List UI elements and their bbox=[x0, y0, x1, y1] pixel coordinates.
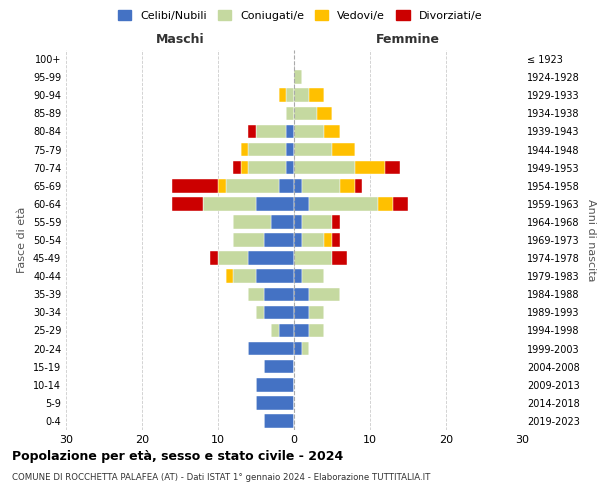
Bar bbox=[248, 142, 286, 156]
Bar bbox=[256, 270, 294, 283]
Bar bbox=[294, 124, 325, 138]
Bar bbox=[248, 342, 294, 355]
Bar bbox=[263, 360, 294, 374]
Bar bbox=[340, 179, 355, 192]
Bar bbox=[309, 88, 325, 102]
Bar bbox=[256, 306, 263, 319]
Bar bbox=[302, 179, 340, 192]
Bar bbox=[263, 233, 294, 247]
Bar bbox=[279, 88, 286, 102]
Bar bbox=[309, 197, 377, 210]
Bar bbox=[294, 342, 302, 355]
Bar bbox=[294, 233, 302, 247]
Bar bbox=[256, 378, 294, 392]
Text: Popolazione per età, sesso e stato civile - 2024: Popolazione per età, sesso e stato civil… bbox=[12, 450, 343, 463]
Bar bbox=[332, 233, 340, 247]
Text: Femmine: Femmine bbox=[376, 34, 440, 46]
Bar bbox=[279, 179, 294, 192]
Bar bbox=[294, 270, 302, 283]
Legend: Celibi/Nubili, Coniugati/e, Vedovi/e, Divorziati/e: Celibi/Nubili, Coniugati/e, Vedovi/e, Di… bbox=[113, 6, 487, 25]
Bar bbox=[294, 179, 302, 192]
Bar bbox=[294, 161, 355, 174]
Bar bbox=[226, 179, 279, 192]
Bar bbox=[294, 70, 302, 84]
Bar bbox=[279, 324, 294, 338]
Bar bbox=[226, 270, 233, 283]
Bar bbox=[263, 306, 294, 319]
Bar bbox=[294, 106, 317, 120]
Y-axis label: Fasce di età: Fasce di età bbox=[17, 207, 27, 273]
Bar bbox=[294, 88, 309, 102]
Bar bbox=[172, 179, 218, 192]
Bar bbox=[218, 179, 226, 192]
Bar bbox=[332, 252, 347, 265]
Bar bbox=[286, 142, 294, 156]
Bar bbox=[211, 252, 218, 265]
Bar bbox=[248, 161, 286, 174]
Bar bbox=[248, 252, 294, 265]
Bar bbox=[256, 396, 294, 409]
Bar bbox=[302, 270, 325, 283]
Bar bbox=[309, 288, 340, 301]
Bar bbox=[309, 324, 325, 338]
Bar bbox=[241, 161, 248, 174]
Bar bbox=[355, 161, 385, 174]
Bar bbox=[203, 197, 256, 210]
Bar bbox=[325, 233, 332, 247]
Text: COMUNE DI ROCCHETTA PALAFEA (AT) - Dati ISTAT 1° gennaio 2024 - Elaborazione TUT: COMUNE DI ROCCHETTA PALAFEA (AT) - Dati … bbox=[12, 472, 430, 482]
Bar bbox=[233, 270, 256, 283]
Bar bbox=[248, 124, 256, 138]
Bar bbox=[302, 215, 332, 228]
Bar bbox=[233, 233, 263, 247]
Bar bbox=[385, 161, 400, 174]
Bar bbox=[256, 124, 286, 138]
Bar bbox=[233, 215, 271, 228]
Bar bbox=[286, 161, 294, 174]
Bar bbox=[286, 124, 294, 138]
Bar bbox=[294, 215, 302, 228]
Bar bbox=[302, 342, 309, 355]
Bar bbox=[317, 106, 332, 120]
Bar bbox=[263, 288, 294, 301]
Bar bbox=[332, 215, 340, 228]
Bar bbox=[294, 197, 309, 210]
Bar bbox=[294, 142, 332, 156]
Bar bbox=[286, 106, 294, 120]
Bar bbox=[294, 252, 332, 265]
Bar bbox=[286, 88, 294, 102]
Bar bbox=[256, 197, 294, 210]
Bar bbox=[294, 288, 309, 301]
Y-axis label: Anni di nascita: Anni di nascita bbox=[586, 198, 596, 281]
Bar bbox=[377, 197, 393, 210]
Bar bbox=[248, 288, 263, 301]
Bar bbox=[325, 124, 340, 138]
Bar bbox=[355, 179, 362, 192]
Bar bbox=[302, 233, 325, 247]
Bar bbox=[294, 324, 309, 338]
Text: Maschi: Maschi bbox=[155, 34, 205, 46]
Bar bbox=[309, 306, 325, 319]
Bar bbox=[294, 306, 309, 319]
Bar bbox=[271, 324, 279, 338]
Bar bbox=[332, 142, 355, 156]
Bar bbox=[241, 142, 248, 156]
Bar bbox=[263, 414, 294, 428]
Bar bbox=[172, 197, 203, 210]
Bar bbox=[233, 161, 241, 174]
Bar bbox=[218, 252, 248, 265]
Bar bbox=[393, 197, 408, 210]
Bar bbox=[271, 215, 294, 228]
